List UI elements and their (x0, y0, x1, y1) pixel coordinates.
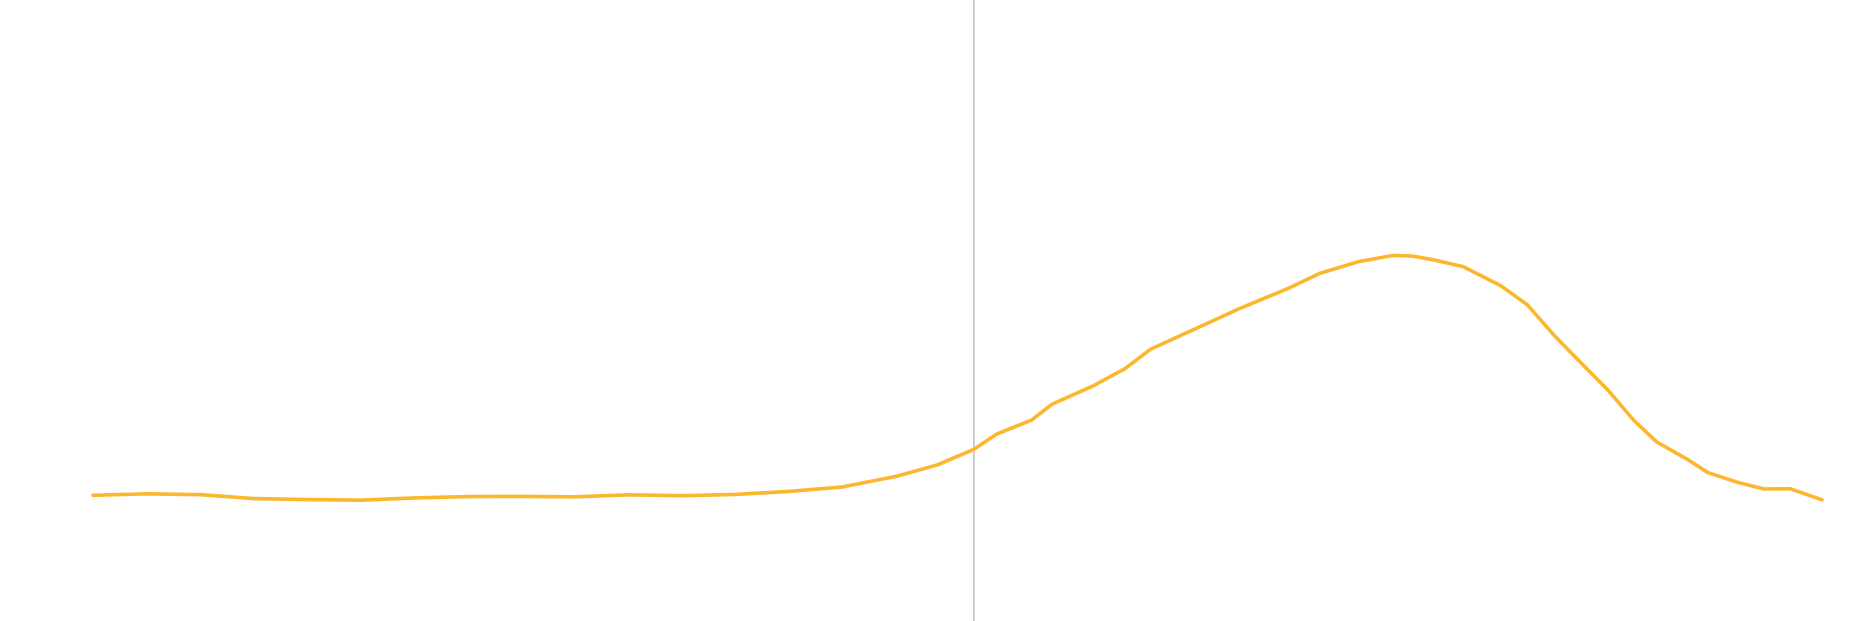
series-line-1 (91, 253, 1824, 503)
series-layer (91, 253, 1824, 503)
